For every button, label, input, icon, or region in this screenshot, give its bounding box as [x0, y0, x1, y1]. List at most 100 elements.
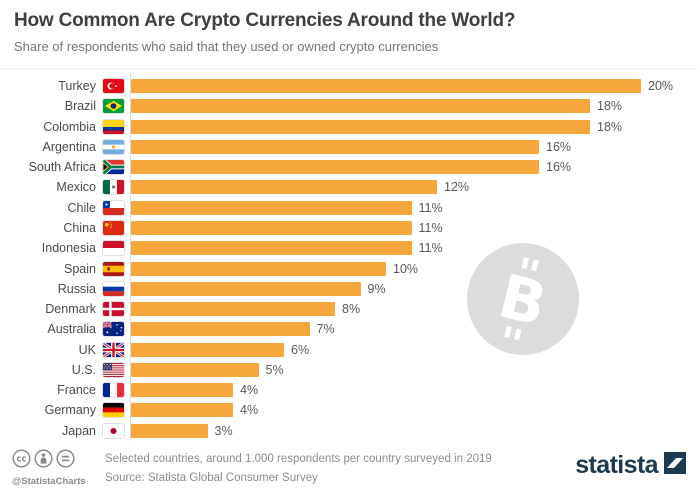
country-label: Brazil: [64, 99, 96, 114]
flag-spain-icon: [103, 261, 124, 276]
flag-argentina-icon: [103, 139, 124, 154]
value-label: 11%: [418, 200, 443, 215]
chart-row: Denmark 8%: [0, 299, 697, 319]
chart-row: Japan 3%: [0, 421, 697, 441]
bar: [131, 261, 386, 276]
bar: [131, 119, 590, 134]
page-title: How Common Are Crypto Currencies Around …: [14, 10, 516, 31]
flag-germany-icon: [103, 403, 124, 418]
country-label: Argentina: [42, 139, 96, 154]
chart-row: Mexico 12%: [0, 177, 697, 197]
flag-china-icon: [103, 220, 124, 235]
country-label: Mexico: [56, 180, 96, 195]
flag-turkey-icon: [103, 79, 124, 94]
license-block: cc @StatistaCharts: [12, 449, 86, 487]
value-label: 16%: [546, 139, 572, 154]
bar: [131, 281, 361, 296]
bar: [131, 423, 208, 438]
country-label: Chile: [67, 200, 97, 215]
bar: [131, 79, 641, 94]
flag-indonesia-icon: [103, 241, 124, 256]
chart-row: UK 6%: [0, 339, 697, 359]
country-label: UK: [78, 342, 96, 357]
equal-icon[interactable]: [56, 449, 75, 473]
value-label: 7%: [316, 322, 335, 337]
flag-chile-icon: [103, 200, 124, 215]
header-divider: [0, 68, 697, 69]
country-label: China: [63, 220, 96, 235]
country-label: Denmark: [45, 302, 96, 317]
chart-row: South Africa 16%: [0, 157, 697, 177]
bitcoin-watermark-icon: B: [464, 240, 582, 358]
flag-russia-icon: [103, 281, 124, 296]
chart-row: Spain 10%: [0, 258, 697, 278]
country-label: Turkey: [58, 79, 96, 94]
bar: [131, 362, 259, 377]
flag-colombia-icon: [103, 119, 124, 134]
bar: [131, 160, 539, 175]
chart-header: How Common Are Crypto Currencies Around …: [14, 10, 683, 54]
bar: [131, 180, 437, 195]
statista-wordmark: statista: [575, 451, 658, 479]
chart-row: Argentina 16%: [0, 137, 697, 157]
value-label: 3%: [214, 423, 233, 438]
flag-us-icon: [103, 362, 124, 377]
country-label: Japan: [61, 423, 96, 438]
survey-note: Selected countries, around 1,000 respond…: [105, 453, 492, 465]
value-label: 18%: [597, 119, 623, 134]
bar: [131, 200, 412, 215]
value-label: 20%: [648, 79, 674, 94]
chart-row: Brazil 18%: [0, 96, 697, 116]
country-label: South Africa: [28, 160, 96, 175]
statista-logo[interactable]: statista: [575, 452, 686, 479]
flag-denmark-icon: [103, 302, 124, 317]
y-axis-line: [130, 73, 131, 441]
chart-row: Australia 7%: [0, 319, 697, 339]
value-label: 6%: [291, 342, 310, 357]
svg-text:cc: cc: [16, 455, 26, 465]
bar: [131, 322, 310, 337]
flag-japan-icon: [103, 423, 124, 438]
value-label: 9%: [367, 281, 386, 296]
chart-row: France 4%: [0, 380, 697, 400]
chart-row: Turkey 20%: [0, 76, 697, 96]
statista-logo-mark-icon: [664, 452, 686, 479]
country-label: Russia: [57, 281, 96, 296]
statista-charts-handle[interactable]: @StatistaCharts: [12, 476, 86, 487]
value-label: 10%: [393, 261, 419, 276]
flag-uk-icon: [103, 342, 124, 357]
bar: [131, 403, 233, 418]
value-label: 11%: [418, 220, 443, 235]
flag-south-africa-icon: [103, 160, 124, 175]
value-label: 4%: [240, 403, 259, 418]
bar: [131, 342, 284, 357]
flag-mexico-icon: [103, 180, 124, 195]
chart-row: Indonesia 11%: [0, 238, 697, 258]
country-label: Spain: [64, 261, 96, 276]
country-label: Colombia: [43, 119, 96, 134]
chart-subtitle: Share of respondents who said that they …: [14, 39, 439, 54]
bar: [131, 99, 590, 114]
chart-row: Colombia 18%: [0, 117, 697, 137]
chart-row: Germany 4%: [0, 400, 697, 420]
bar-chart: B Turkey 20% Brazil 18% Colombia 18% Arg…: [0, 73, 697, 442]
country-label: France: [57, 383, 96, 398]
bar: [131, 241, 412, 256]
chart-footer: cc @StatistaCharts Selected countries, a…: [0, 444, 697, 494]
chart-row: U.S. 5%: [0, 360, 697, 380]
chart-row: China 11%: [0, 218, 697, 238]
flag-france-icon: [103, 383, 124, 398]
cc-license-icons[interactable]: cc: [12, 449, 86, 473]
country-label: U.S.: [71, 362, 96, 377]
cc-icon[interactable]: cc: [12, 449, 31, 473]
value-label: 8%: [342, 302, 361, 317]
value-label: 11%: [418, 241, 443, 256]
value-label: 12%: [444, 180, 470, 195]
country-label: Germany: [44, 403, 96, 418]
chart-row: Russia 9%: [0, 279, 697, 299]
flag-australia-icon: [103, 322, 124, 337]
attribution-icon[interactable]: [34, 449, 53, 473]
footnotes: Selected countries, around 1,000 respond…: [105, 450, 492, 488]
bar: [131, 220, 412, 235]
